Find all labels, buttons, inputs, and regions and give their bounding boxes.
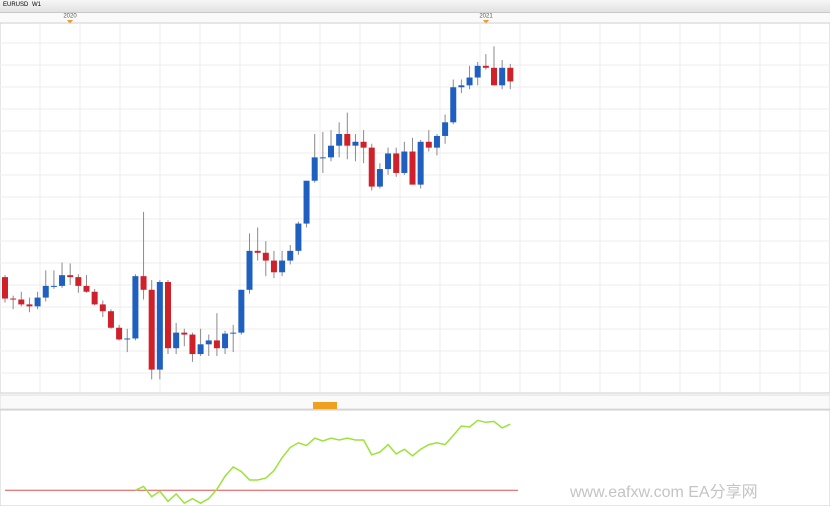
timeline-marker: 2021 [479,14,493,20]
candle-body [328,145,334,158]
candle-body [458,85,465,88]
candle-body [213,340,220,349]
candle-body [303,180,310,224]
candle-body [148,289,155,370]
marker-arrow [67,20,73,24]
candle-body [107,311,114,328]
candle-body [50,285,57,287]
candle-body [270,260,277,273]
candle-body [376,169,383,187]
candle-body [99,304,106,312]
candle-body [42,285,49,298]
candle-body [425,141,432,148]
candle-body [336,134,343,146]
candle-body [91,291,98,305]
watermark: www.eafxw.com EA分享网 [569,483,758,501]
candle-body [409,151,416,185]
candle-body [18,299,25,305]
date-highlight [313,402,337,409]
candle-body [344,134,351,146]
candle-body [482,65,489,68]
candle-body [352,141,359,146]
candle-body [124,338,131,340]
marker-arrow [483,20,489,24]
candle-body [132,276,139,339]
candle-body [246,250,253,290]
candle-body [2,277,8,299]
candle-body [319,157,326,159]
timeline-marker: 2020 [63,14,77,20]
candle-body [254,250,261,253]
candle-body [393,153,400,173]
candle-body [262,252,269,261]
candle-body [433,135,440,148]
candle-body [474,65,481,78]
candle-body [173,332,180,349]
candle-body [83,285,90,292]
candle-body [450,87,457,123]
candle-body [116,327,123,340]
candle-body [295,223,302,251]
candle-body [238,289,245,333]
candle-body [156,282,163,370]
candle-body [197,344,204,355]
candle-body [230,332,237,334]
candle-body [181,332,188,335]
candle-body [75,277,82,286]
symbol-box[interactable]: EURUSD [3,2,29,8]
candle-body [279,260,286,273]
indicator-panel [0,409,830,506]
candle-body [189,334,196,355]
candle-body [26,304,33,307]
candle-body [401,151,408,173]
candle-body [59,275,66,286]
candle-body [34,297,41,307]
candle-body [311,157,318,181]
candle-body [417,141,424,185]
candle-body [10,298,17,300]
timeline-bar [0,13,830,22]
candle-body [466,77,473,86]
candle-body [67,275,74,278]
candle-body [140,276,147,290]
indicator-line [135,419,511,505]
candle-body [491,67,497,86]
candle-body [287,250,294,261]
toolbar: EURUSD W1 [0,0,830,13]
chart-area: 2020 2021 www.eafxw.com EA分享网 [0,13,830,506]
date-axis [0,394,830,410]
period-box[interactable]: W1 [32,2,41,8]
candle-body [499,67,506,86]
candle-body [442,122,449,136]
candle-body [360,141,367,148]
candle-body [222,333,229,349]
candle-body [205,340,212,345]
candle-body [507,67,514,82]
candle-body [368,147,375,187]
candle-body [385,153,392,170]
main-panel [0,22,830,394]
candle-body [165,282,171,349]
